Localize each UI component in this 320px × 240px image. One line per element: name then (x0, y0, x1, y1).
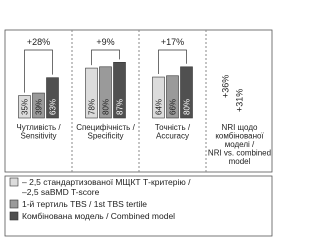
value-label: 35% (21, 99, 30, 115)
bar (152, 76, 165, 119)
bracket (91, 49, 120, 66)
x-tick-label: Специфічність / (76, 123, 135, 132)
legend-label: – 2,5 стандартизованої МЩКТ Т-критерію / (22, 177, 191, 187)
nri-label: +36% (221, 75, 231, 98)
bar (32, 92, 45, 119)
annotation: +17% (161, 37, 184, 47)
x-tick-label: Specificity (87, 132, 123, 141)
nri-label: +31% (235, 89, 245, 112)
legend-swatch (9, 199, 19, 209)
x-tick-label: NRI щодо (222, 123, 258, 132)
value-label: 63% (49, 99, 58, 115)
bracket (158, 49, 187, 75)
legend-label: 1-й тертиль TBS / 1st TBS tertile (22, 199, 147, 209)
annotation: +9% (96, 37, 114, 47)
annotation: +28% (27, 37, 50, 47)
bar (180, 66, 193, 119)
legend-frame (4, 175, 273, 237)
bar (113, 62, 126, 119)
x-tick-label: NRI vs. combined (208, 149, 271, 158)
x-tick-label: Sensitivity (20, 132, 56, 141)
value-label: 66% (169, 99, 178, 115)
x-tick-label: model (229, 157, 251, 166)
value-label: 80% (183, 99, 192, 115)
x-tick-label: моделі / (225, 140, 255, 149)
x-tick-label: комбінованої (215, 132, 264, 141)
bar (46, 77, 59, 119)
value-label: 87% (116, 99, 125, 115)
value-label: 39% (35, 99, 44, 115)
x-tick-label: Accuracy (156, 132, 189, 141)
chart: Чутливість /Sensitivity 35% 39% 63% +28% Спец… (4, 29, 273, 237)
bar (99, 66, 112, 119)
legend-label: Комбінована модель / Combined model (22, 211, 175, 221)
legend-label: –2,5 saBMD T-score (22, 187, 100, 197)
legend-swatch (9, 211, 19, 221)
bar (166, 75, 179, 119)
x-tick-label: Точність / (155, 123, 191, 132)
value-label: 80% (102, 99, 111, 115)
bar (85, 67, 98, 119)
value-label: 78% (88, 99, 97, 115)
bracket (24, 49, 53, 93)
bar (18, 95, 31, 119)
value-label: 64% (155, 99, 164, 115)
legend-swatch (9, 177, 19, 187)
x-tick-label: Чутливість / (16, 123, 61, 132)
